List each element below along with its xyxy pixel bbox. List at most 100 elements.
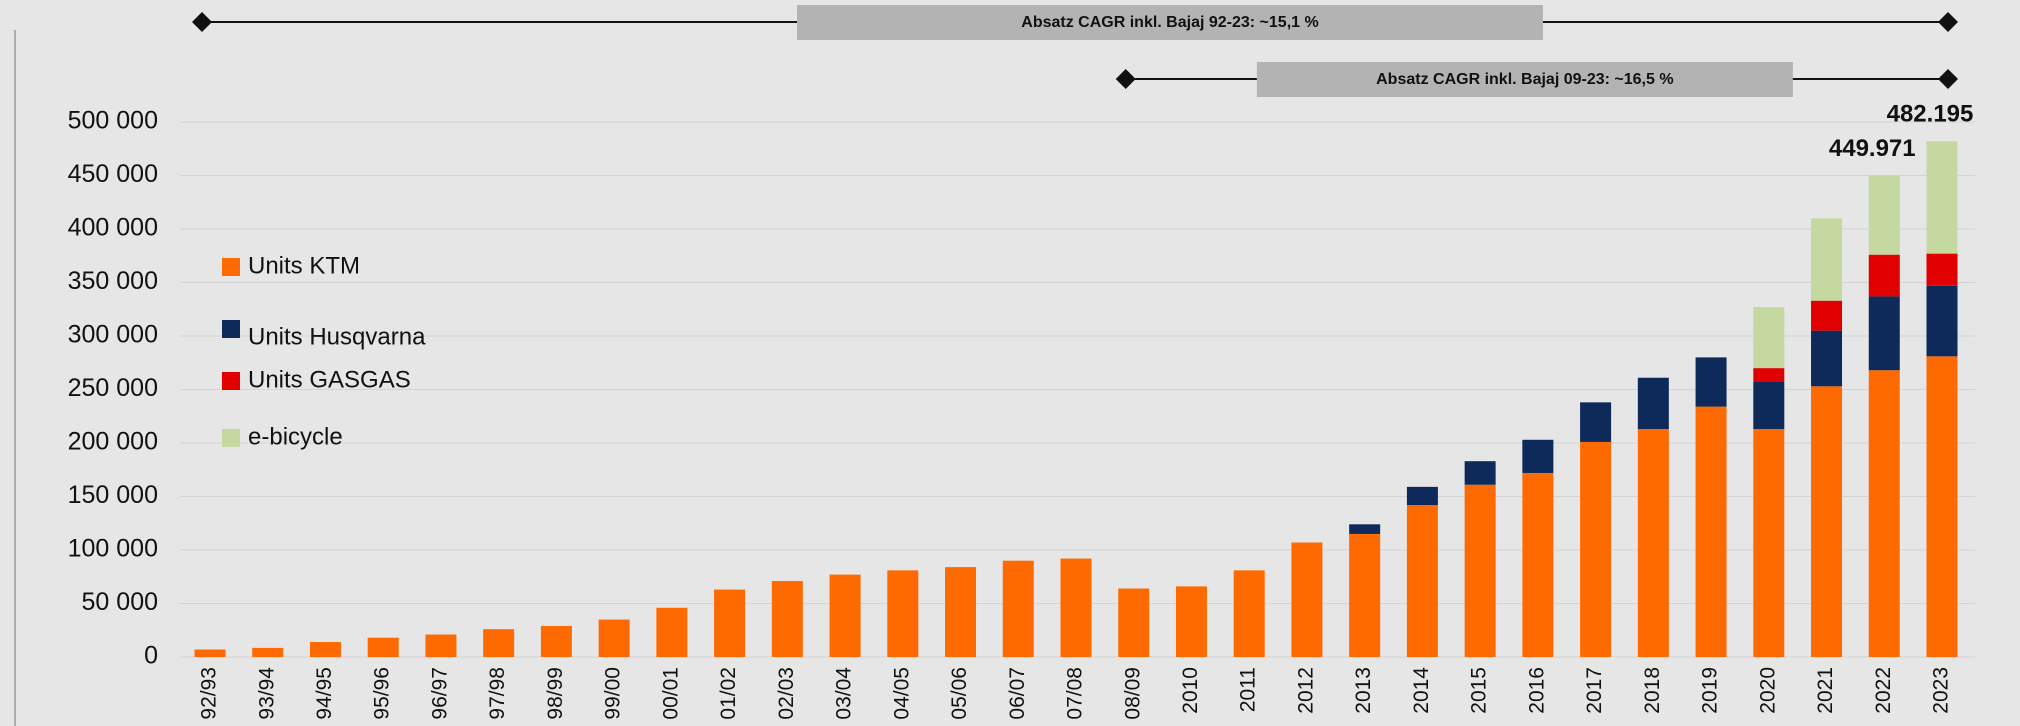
x-tick-label: 98/99 <box>544 667 567 720</box>
bar-segment <box>829 574 861 657</box>
bar-segment <box>1349 524 1381 534</box>
bar-segment <box>1926 253 1958 286</box>
bar-segment <box>1811 330 1843 387</box>
cagr-diamond <box>1115 69 1136 89</box>
bar-segment <box>194 649 226 657</box>
legend-label: e-bicycle <box>248 423 343 450</box>
bar-segment <box>1695 406 1727 657</box>
bar-segment <box>1637 429 1669 657</box>
bar-segment <box>1522 472 1554 657</box>
bar-segment <box>1926 356 1958 657</box>
x-tick-label: 2018 <box>1641 667 1664 714</box>
bar-segment <box>1175 586 1207 657</box>
bar-segment <box>714 589 746 657</box>
x-tick-label: 2023 <box>1930 667 1953 714</box>
y-tick-label: 250 000 <box>68 374 158 402</box>
x-tick-label: 96/97 <box>428 667 451 720</box>
bar-segment <box>887 570 919 657</box>
x-tick-label: 08/09 <box>1121 667 1144 720</box>
bar-segment <box>1060 558 1092 657</box>
cagr-box <box>797 5 1543 40</box>
x-tick-label: 2022 <box>1872 667 1895 714</box>
bar-segment <box>1695 357 1727 407</box>
bar-segment <box>771 581 803 657</box>
bar-segment <box>1868 175 1900 255</box>
x-tick-label: 2017 <box>1583 667 1606 714</box>
bar-segment <box>1926 141 1958 254</box>
bar-segment <box>309 642 341 657</box>
legend-label: Units KTM <box>248 252 360 279</box>
bar-segment <box>656 607 688 657</box>
bar-segment <box>1753 368 1785 383</box>
y-tick-label: 150 000 <box>68 481 158 509</box>
total-label: 482.195 <box>1887 100 1974 127</box>
cagr-diamond <box>1938 12 1958 32</box>
legend-swatch <box>222 320 240 338</box>
bar-segment <box>1406 505 1438 657</box>
x-tick-label: 92/93 <box>198 667 221 720</box>
bar-segment <box>252 647 284 657</box>
x-tick-label: 2020 <box>1756 667 1779 714</box>
x-tick-label: 05/06 <box>948 667 971 720</box>
bar-segment <box>945 567 977 657</box>
y-tick-label: 300 000 <box>68 321 158 349</box>
y-tick-label: 0 <box>144 642 158 670</box>
bar-segment <box>1868 254 1900 297</box>
bar-segment <box>1637 377 1669 430</box>
x-tick-label: 95/96 <box>371 667 394 720</box>
x-tick-label: 2012 <box>1294 667 1317 714</box>
bar-segment <box>425 634 457 657</box>
bar-segment <box>1868 296 1900 371</box>
bar-segment <box>1002 560 1034 657</box>
x-tick-label: 02/03 <box>775 667 798 720</box>
bar-segment <box>483 629 515 657</box>
x-tick-label: 01/02 <box>717 667 740 720</box>
bar-segment <box>1464 461 1496 485</box>
legend-label: Units GASGAS <box>248 366 411 393</box>
x-tick-label: 2013 <box>1352 667 1375 714</box>
x-tick-label: 97/98 <box>486 667 509 720</box>
bar-segment <box>1580 441 1612 657</box>
y-tick-label: 50 000 <box>82 588 158 616</box>
bar-segment <box>1118 588 1150 657</box>
bar-segment <box>1522 439 1554 473</box>
x-tick-label: 06/07 <box>1006 667 1029 720</box>
y-tick-label: 450 000 <box>68 160 158 188</box>
legend-swatch <box>222 372 240 390</box>
x-tick-label: 2019 <box>1699 667 1722 714</box>
bar-segment <box>1811 386 1843 657</box>
cagr-text: Absatz CAGR inkl. Bajaj 92-23: ~15,1 % <box>1021 14 1318 31</box>
y-tick-label: 100 000 <box>68 535 158 563</box>
bar-segment <box>598 619 630 657</box>
y-tick-label: 350 000 <box>68 267 158 295</box>
bar-segment <box>540 625 572 657</box>
bar-segment <box>367 637 399 657</box>
bar-segment <box>1349 533 1381 657</box>
x-tick-label: 2014 <box>1410 667 1433 714</box>
bar-segment <box>1406 486 1438 506</box>
bar-segment <box>1868 370 1900 657</box>
x-tick-label: 99/00 <box>602 667 625 720</box>
legend-swatch <box>222 429 240 447</box>
bar-segment <box>1811 300 1843 331</box>
bar-segment <box>1233 570 1265 657</box>
bar-segment <box>1291 542 1323 657</box>
y-tick-label: 500 000 <box>68 107 158 135</box>
x-tick-label: 07/08 <box>1064 667 1087 720</box>
x-tick-label: 94/95 <box>313 667 336 720</box>
cagr-diamond <box>1938 69 1958 89</box>
x-tick-label: 2016 <box>1525 667 1548 714</box>
bar-segment <box>1926 285 1958 357</box>
bar-segment <box>1580 402 1612 442</box>
cagr-text: Absatz CAGR inkl. Bajaj 09-23: ~16,5 % <box>1376 71 1673 88</box>
y-tick-label: 400 000 <box>68 214 158 242</box>
bar-segment <box>1753 307 1785 369</box>
x-tick-label: 00/01 <box>659 667 682 720</box>
x-tick-label: 2010 <box>1179 667 1202 714</box>
x-tick-label: 2021 <box>1814 667 1837 714</box>
legend-swatch <box>222 258 240 276</box>
cagr-diamond <box>192 12 212 32</box>
y-tick-label: 200 000 <box>68 428 158 456</box>
x-tick-label: 2015 <box>1468 667 1491 714</box>
